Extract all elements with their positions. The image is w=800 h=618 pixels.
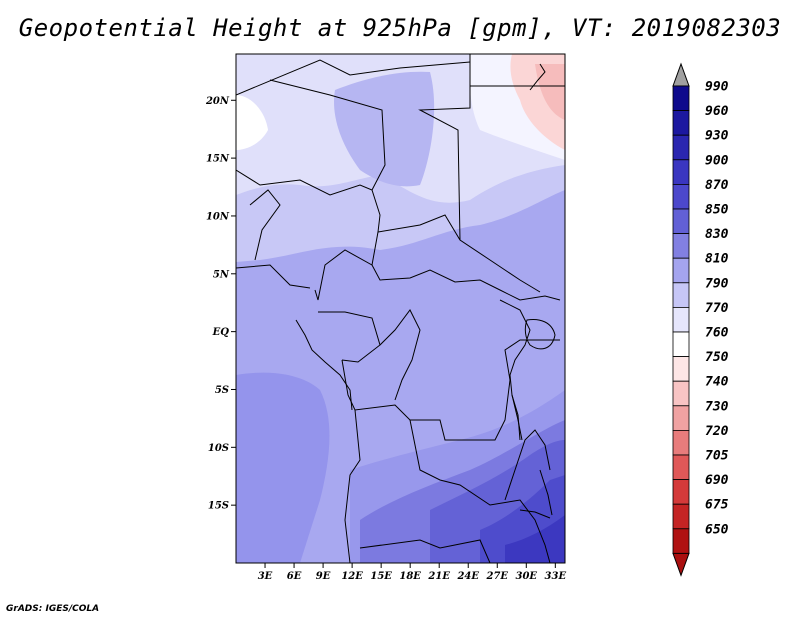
lat-tick-label: 10S — [208, 443, 229, 454]
colorbar-swatch — [672, 503, 690, 530]
lon-tick-label: 27E — [485, 571, 508, 582]
colorbar-label: 790 — [705, 276, 729, 291]
colorbar-swatch — [672, 134, 690, 161]
colorbar-label: 740 — [705, 375, 729, 390]
colorbar-label: 990 — [705, 80, 729, 95]
country-borders — [236, 54, 565, 563]
colorbar-swatch — [672, 306, 690, 333]
lon-tick-label: 12E — [341, 571, 363, 582]
coastline-segment — [295, 319, 353, 411]
border-segment — [359, 539, 491, 563]
colorbar-label: 760 — [705, 326, 729, 341]
border-segment — [236, 169, 381, 233]
border-segment — [371, 264, 561, 301]
border-segment — [379, 309, 421, 401]
border-segment — [341, 359, 470, 441]
colorbar-label: 900 — [705, 153, 729, 168]
colorbar-swatch — [672, 233, 690, 259]
lon-tick-label: 6E — [287, 571, 302, 582]
colorbar-label: 930 — [705, 129, 729, 144]
map-title: Geopotential Height at 925hPa [gpm], VT:… — [18, 14, 782, 42]
lon-tick-label: 33E — [545, 571, 567, 582]
plot-frame — [235, 53, 566, 564]
lat-tick-label: 10N — [206, 211, 230, 222]
coastline-segment — [499, 299, 531, 441]
colorbar-label: 830 — [705, 227, 729, 242]
lon-tick-label: 15E — [370, 571, 392, 582]
lon-tick-label: 3E — [258, 571, 273, 582]
colorbar-swatch — [672, 405, 690, 431]
colorbar-swatch — [672, 257, 690, 284]
border-segment — [418, 54, 471, 241]
colorbar-label: 730 — [705, 399, 729, 414]
border-segment — [344, 409, 361, 563]
darker-inland-patch — [334, 71, 435, 187]
lake-outline — [511, 394, 523, 441]
colorbar-swatch — [672, 454, 690, 481]
border-segment — [314, 231, 379, 301]
colorbar-swatch — [672, 282, 690, 308]
lake-outline — [524, 319, 556, 350]
colorbar-label: 675 — [705, 498, 729, 513]
river-segment — [529, 63, 546, 91]
colorbar-swatch — [672, 208, 690, 235]
lat-tick-label: 20N — [205, 96, 230, 107]
lon-tick-label: 24E — [456, 571, 479, 582]
south-atlantic-830 — [236, 372, 330, 563]
lat-tick-label: 5S — [215, 385, 229, 396]
border-segment — [269, 79, 386, 191]
height-field — [236, 54, 565, 563]
border-segment — [377, 214, 541, 293]
colorbar-label: 960 — [705, 104, 729, 119]
colorbar-label: 720 — [705, 424, 729, 439]
border-segment — [318, 311, 381, 363]
south-930 — [505, 515, 565, 563]
colorbar-swatch — [672, 183, 690, 210]
lat-tick-label: 15S — [208, 501, 229, 512]
colorbar-swatch — [672, 110, 690, 136]
colorbar-label: 850 — [705, 203, 729, 218]
lat-tick-label: EQ — [212, 327, 230, 338]
border-segment — [249, 189, 281, 261]
lon-tick-label: 21E — [427, 571, 450, 582]
colorbar-label: 870 — [705, 178, 729, 193]
colorbar: 990 960 930 900 870 850 830 810 790 770 760 750 740 7… — [672, 62, 729, 577]
colorbar-swatch — [672, 356, 690, 382]
colorbar-label: 770 — [705, 301, 729, 316]
colorbar-label: 690 — [705, 473, 729, 488]
grads-credit: GrADS: IGES/COLA — [6, 604, 100, 614]
colorbar-top-arrow — [672, 62, 690, 87]
colorbar-label: 705 — [705, 449, 729, 464]
colorbar-label: 750 — [705, 350, 729, 365]
lake-outline — [519, 509, 551, 519]
colorbar-swatch — [672, 331, 690, 358]
colorbar-swatch — [672, 380, 690, 407]
lat-tick-label: 5N — [213, 269, 230, 280]
colorbar-swatch — [672, 479, 690, 505]
axes: 20N 15N 10N 5N EQ 5S 10S 15S 3E 6E 9E 12E 15E 18E 21E 2… — [205, 96, 567, 582]
white-patch-nw — [236, 95, 268, 150]
lon-tick-label: 30E — [516, 571, 538, 582]
border-segment — [236, 264, 311, 289]
lake-outline — [539, 469, 553, 516]
border-segment — [504, 429, 551, 501]
pink-core-ne — [535, 64, 565, 120]
colorbar-swatch — [672, 528, 690, 554]
colorbar-label: 650 — [705, 522, 729, 537]
colorbar-bottom-arrow — [672, 552, 690, 577]
lat-tick-label: 15N — [206, 154, 230, 165]
colorbar-swatch — [672, 429, 690, 456]
border-segment — [470, 339, 560, 441]
lon-tick-label: 18E — [399, 571, 421, 582]
colorbar-label: 810 — [705, 252, 729, 267]
border-segment — [409, 419, 551, 563]
colorbar-swatch — [672, 85, 690, 112]
colorbar-swatch — [672, 159, 690, 185]
lon-tick-label: 9E — [316, 571, 331, 582]
border-segment — [236, 59, 471, 96]
